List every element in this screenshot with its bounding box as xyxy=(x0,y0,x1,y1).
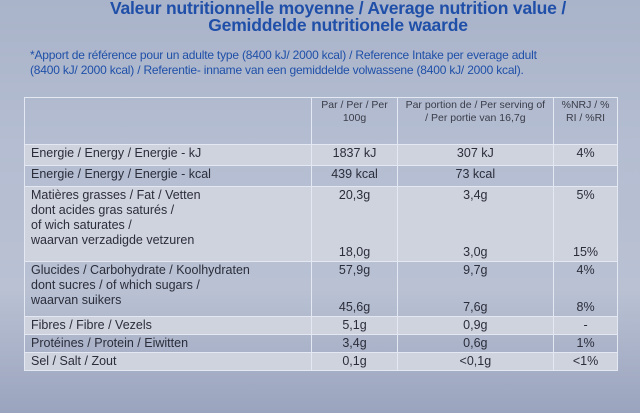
row-per100: 5,1g xyxy=(311,316,398,335)
reference-intake-note: *Apport de référence pour un adulte type… xyxy=(30,48,630,78)
carb-portion: 9,7g xyxy=(463,263,488,277)
saturates-ri: 15% xyxy=(573,245,599,259)
row-portion: 307 kJ xyxy=(396,144,555,166)
note-line-1: *Apport de référence pour un adulte type… xyxy=(30,48,537,62)
header-ri: %NRJ / % RI / %RI xyxy=(553,97,618,145)
saturates-per100: 18,0g xyxy=(338,245,371,259)
header-per-portion: Par portion de / Per serving of / Per po… xyxy=(396,97,555,145)
row-portion: 9,7g 7,6g xyxy=(396,261,555,317)
row-ri xyxy=(553,165,618,187)
table-header-row: Par / Per / Per 100g Par portion de / Pe… xyxy=(23,97,618,145)
row-per100: 57,9g 45,6g xyxy=(311,261,398,317)
sugars-per100: 45,6g xyxy=(338,300,371,314)
row-per100: 439 kcal xyxy=(311,165,398,187)
saturates-label-3: waarvan verzadigde vetzuren xyxy=(31,233,195,247)
heading-line-1: Valeur nutritionnelle moyenne / Average … xyxy=(109,0,567,18)
header-blank xyxy=(23,97,313,145)
row-portion: 0,6g xyxy=(396,334,555,353)
row-label: Sel / Salt / Zout xyxy=(23,352,313,371)
saturates-label-1: dont acides gras saturés / xyxy=(31,203,175,217)
row-label: Energie / Energy / Energie - kJ xyxy=(23,144,313,166)
table-row: Sel / Salt / Zout 0,1g <0,1g <1% xyxy=(23,352,618,371)
row-per100: 3,4g xyxy=(311,334,398,353)
table-row: Energie / Energy / Energie - kcal 439 kc… xyxy=(23,165,618,187)
table-row: Glucides / Carbohydrate / Koolhydraten d… xyxy=(23,261,618,317)
row-ri: 4% 8% xyxy=(553,261,618,317)
nutrition-heading: Valeur nutritionnelle moyenne / Average … xyxy=(38,0,638,34)
row-label: Matières grasses / Fat / Vetten dont aci… xyxy=(23,186,313,262)
carb-label: Glucides / Carbohydrate / Koolhydraten xyxy=(31,263,250,277)
row-per100: 1837 kJ xyxy=(311,144,398,166)
sugars-label-1: dont sucres / of which sugars / xyxy=(31,278,200,292)
sugars-portion: 7,6g xyxy=(463,300,488,314)
row-portion: <0,1g xyxy=(396,352,555,371)
row-portion: 0,9g xyxy=(396,316,555,335)
row-ri: 1% xyxy=(553,334,618,353)
table-row: Matières grasses / Fat / Vetten dont aci… xyxy=(23,186,618,262)
sugars-label-2: waarvan suikers xyxy=(31,293,122,307)
fat-portion: 3,4g xyxy=(463,188,488,202)
table-row: Protéines / Protein / Eiwitten 3,4g 0,6g… xyxy=(23,334,618,353)
nutrition-table: Par / Per / Per 100g Par portion de / Pe… xyxy=(23,97,618,371)
row-portion: 3,4g 3,0g xyxy=(396,186,555,262)
note-line-2: (8400 kJ/ 2000 kcal) / Referentie- innam… xyxy=(30,63,524,77)
sugars-ri: 8% xyxy=(576,300,595,314)
row-label: Energie / Energy / Energie - kcal xyxy=(23,165,313,187)
fat-per100: 20,3g xyxy=(338,188,371,202)
row-ri: 5% 15% xyxy=(553,186,618,262)
row-label: Fibres / Fibre / Vezels xyxy=(23,316,313,335)
row-per100: 20,3g 18,0g xyxy=(311,186,398,262)
row-ri: <1% xyxy=(553,352,618,371)
table-row: Energie / Energy / Energie - kJ 1837 kJ … xyxy=(23,144,618,166)
fat-label: Matières grasses / Fat / Vetten xyxy=(31,188,201,202)
heading-line-2: Gemiddelde nutritionele waarde xyxy=(208,15,468,35)
fat-ri: 5% xyxy=(576,188,595,202)
saturates-label-2: of wich saturates / xyxy=(31,218,132,232)
row-per100: 0,1g xyxy=(311,352,398,371)
carb-per100: 57,9g xyxy=(338,263,371,277)
header-per-100g: Par / Per / Per 100g xyxy=(311,97,398,145)
row-ri: - xyxy=(553,316,618,335)
row-label: Glucides / Carbohydrate / Koolhydraten d… xyxy=(23,261,313,317)
nutrition-panel: Valeur nutritionnelle moyenne / Average … xyxy=(8,0,638,413)
carb-ri: 4% xyxy=(576,263,595,277)
table-row: Fibres / Fibre / Vezels 5,1g 0,9g - xyxy=(23,316,618,335)
row-portion: 73 kcal xyxy=(396,165,555,187)
row-ri: 4% xyxy=(553,144,618,166)
row-label: Protéines / Protein / Eiwitten xyxy=(23,334,313,353)
saturates-portion: 3,0g xyxy=(463,245,488,259)
